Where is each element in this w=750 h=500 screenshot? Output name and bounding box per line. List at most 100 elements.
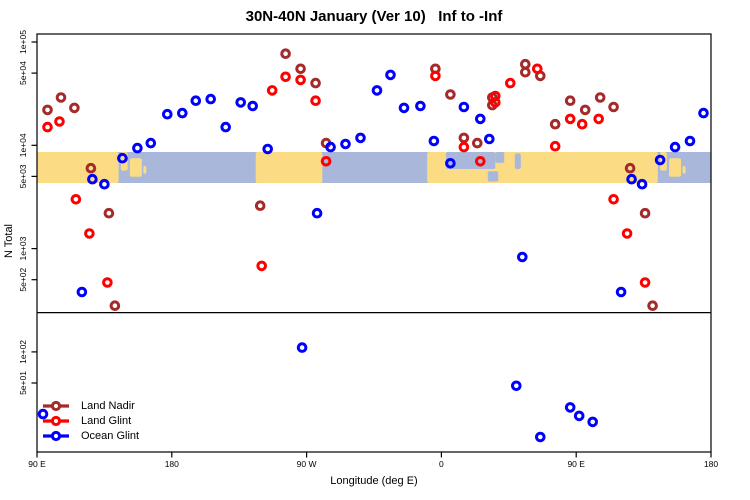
data-point-land-glint <box>458 141 470 153</box>
data-point-land-nadir <box>295 63 306 75</box>
data-point-land-nadir <box>624 162 636 174</box>
data-point-land-glint <box>505 77 516 89</box>
data-point-land-nadir <box>42 104 53 116</box>
data-point-ocean-glint <box>117 152 128 164</box>
data-point-ocean-glint <box>636 178 648 190</box>
data-point-ocean-glint <box>37 408 49 420</box>
y-tick-label: 5e+02 <box>18 267 28 291</box>
data-point-land-glint <box>576 118 588 130</box>
legend-item: Land Glint <box>42 413 139 428</box>
data-point-land-glint <box>490 97 501 108</box>
data-point-land-nadir <box>647 300 658 312</box>
data-point-land-glint <box>54 116 65 127</box>
data-point-land-nadir <box>549 118 561 130</box>
x-tick-label: 180 <box>165 459 179 469</box>
legend-symbol-icon <box>43 430 69 441</box>
data-point-ocean-glint <box>340 138 351 150</box>
data-point-ocean-glint <box>587 416 599 428</box>
data-point-ocean-glint <box>654 154 666 166</box>
data-point-ocean-glint <box>458 101 470 113</box>
y-tick-label: 5e+03 <box>18 164 28 188</box>
data-point-ocean-glint <box>398 102 410 114</box>
data-point-land-glint <box>564 113 576 125</box>
data-point-land-glint <box>593 113 605 125</box>
data-point-ocean-glint <box>517 251 528 263</box>
data-point-land-glint <box>621 228 633 239</box>
data-point-land-nadir <box>520 66 531 78</box>
data-point-ocean-glint <box>296 342 308 353</box>
data-point-ocean-glint <box>385 69 396 81</box>
legend-item: Land Nadir <box>42 398 139 413</box>
data-point-land-glint <box>266 85 278 96</box>
x-tick-label: 180 <box>704 459 718 469</box>
x-axis-label: Longitude (deg E) <box>330 475 418 487</box>
y-tick-label: 5e+04 <box>18 61 28 85</box>
data-point-ocean-glint <box>162 108 173 120</box>
data-point-ocean-glint <box>87 173 98 185</box>
data-point-ocean-glint <box>220 121 231 133</box>
data-point-land-nadir <box>579 104 591 116</box>
data-point-ocean-glint <box>615 286 627 298</box>
data-point-ocean-glint <box>415 100 426 112</box>
data-point-ocean-glint <box>684 135 696 147</box>
x-tick-label: 90 W <box>297 459 317 469</box>
x-tick-label: 90 E <box>567 459 585 469</box>
data-point-ocean-glint <box>573 410 585 422</box>
data-point-land-glint <box>549 140 561 152</box>
data-point-land-nadir <box>594 92 606 103</box>
map-land-segment <box>682 165 686 174</box>
legend-symbol-icon <box>43 415 69 426</box>
data-point-land-glint <box>532 63 543 75</box>
legend-item: Ocean Glint <box>42 428 139 443</box>
x-tick-label: 90 E <box>28 459 46 469</box>
data-point-land-nadir <box>85 162 97 174</box>
data-point-ocean-glint <box>428 135 440 147</box>
data-point-land-nadir <box>472 137 483 149</box>
data-point-land-glint <box>42 121 53 133</box>
data-point-ocean-glint <box>535 431 546 443</box>
data-point-ocean-glint <box>145 137 157 149</box>
data-point-land-glint <box>256 260 268 272</box>
y-tick-label: 1e+05 <box>18 30 28 54</box>
data-point-ocean-glint <box>205 93 216 105</box>
data-point-ocean-glint <box>511 380 522 392</box>
data-point-ocean-glint <box>76 286 88 298</box>
data-point-land-nadir <box>520 58 531 70</box>
map-land-segment <box>37 152 119 183</box>
data-point-ocean-glint <box>355 132 366 144</box>
data-point-ocean-glint <box>247 100 258 112</box>
data-point-ocean-glint <box>475 113 486 125</box>
legend-symbol-icon <box>43 400 69 411</box>
data-point-ocean-glint <box>262 143 274 155</box>
map-land-segment <box>669 158 682 177</box>
data-point-land-nadir <box>109 300 121 312</box>
data-point-ocean-glint <box>311 207 323 219</box>
y-tick-label: 1e+04 <box>18 133 28 157</box>
data-point-ocean-glint <box>235 97 246 108</box>
x-tick-label: 0 <box>439 459 444 469</box>
data-point-land-glint <box>608 194 619 205</box>
data-point-ocean-glint <box>564 402 576 413</box>
data-point-land-nadir <box>608 101 619 113</box>
data-point-land-nadir <box>639 207 651 219</box>
data-point-ocean-glint <box>177 107 188 119</box>
data-point-ocean-glint <box>669 141 681 153</box>
data-point-land-glint <box>84 228 95 239</box>
legend: Land Nadir Land Glint Ocean Glint <box>42 398 139 443</box>
data-point-land-glint <box>102 277 113 288</box>
map-land-segment <box>129 158 142 177</box>
y-axis-label: N Total <box>3 223 15 259</box>
data-point-land-glint <box>320 156 332 167</box>
data-point-ocean-glint <box>99 178 110 190</box>
data-point-land-glint <box>70 194 82 205</box>
data-point-land-nadir <box>458 132 470 144</box>
legend-item-label: Land Nadir <box>81 399 135 412</box>
data-point-land-glint <box>310 95 321 106</box>
data-point-ocean-glint <box>698 107 709 119</box>
data-point-land-nadir <box>280 48 291 60</box>
data-point-land-nadir <box>103 207 115 219</box>
data-point-ocean-glint <box>190 95 202 106</box>
legend-item-label: Land Glint <box>81 414 132 427</box>
